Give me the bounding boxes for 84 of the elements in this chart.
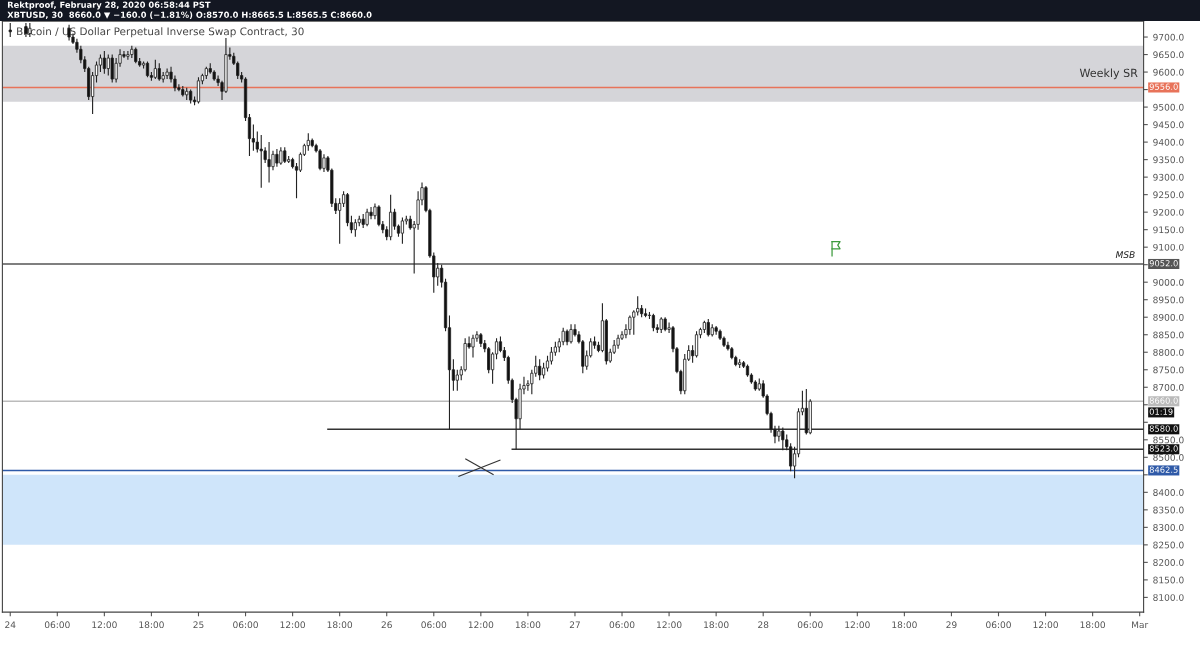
text: Rektproof, February 28, 2020 06:58:44 PST (7, 1, 211, 10)
y-tick-label: 8550.0 (1153, 436, 1184, 444)
y-tick-label: 8800.0 (1153, 348, 1184, 356)
y-tick-label: 9100.0 (1153, 243, 1184, 251)
x-tick-label: 06:00 (986, 621, 1011, 629)
x-tick-label: 18:00 (1080, 621, 1106, 629)
y-tick-label: 8150.0 (1153, 576, 1184, 584)
data-label: 8580.0 (1149, 425, 1178, 432)
y-tick-label: 9500.0 (1153, 103, 1184, 111)
y-tick-label: 8250.0 (1153, 541, 1184, 549)
x-tick-label: 24 (5, 621, 16, 628)
x-tick-label: 12:00 (657, 621, 682, 629)
x-tick-label: 29 (946, 621, 957, 629)
y-tick-label: 9200.0 (1153, 208, 1184, 216)
y-tick-label: 9000.0 (1153, 278, 1184, 286)
y-tick-label: 8500.0 (1153, 454, 1184, 461)
x-tick-label: 12:00 (468, 621, 494, 629)
candlestick (471, 334, 475, 359)
y-tick-label: 9650.0 (1153, 51, 1184, 59)
ref-line-label: 8462.5 (1149, 466, 1178, 473)
y-tick-label: 8700.0 (1153, 383, 1184, 391)
candlestick (102, 50, 106, 75)
x-tick-label: 06:00 (609, 621, 635, 629)
ref-line-label: 8660.0 (1149, 397, 1178, 404)
x-tick-label: 12:00 (280, 621, 306, 629)
y-tick-label: 8850.0 (1153, 331, 1184, 339)
y-tick-label: 8100.0 (1153, 594, 1184, 601)
y-tick-label: 9600.0 (1153, 68, 1184, 76)
candlestick (777, 425, 781, 443)
y-tick-label: 9350.0 (1153, 156, 1184, 164)
candlestick (106, 54, 110, 77)
x-tick-label: 18:00 (704, 621, 729, 629)
x-tick-label: 06:00 (233, 621, 258, 629)
y-tick-label: 9250.0 (1153, 191, 1184, 199)
candlestick (636, 295, 640, 317)
data-label: 8523.0 (1149, 445, 1178, 452)
candlestick (538, 358, 542, 381)
y-tick-label: 9150.0 (1153, 226, 1184, 234)
y-tick-label: 8350.0 (1153, 506, 1184, 514)
candlestick (126, 50, 130, 61)
annotation: MSB (1115, 251, 1135, 259)
candlestick (569, 323, 573, 345)
x-tick-label: 12:00 (1033, 621, 1058, 629)
x-tick-label: 18:00 (327, 621, 353, 629)
x-tick-label: 27 (569, 621, 580, 628)
chart-subtitle: XBTUSD, 30 8660.0 ▼ −160.0 (−1.81%) O:8570.0 H:8665.5 L:8565.5 C:8660.0 (7, 11, 372, 19)
candlestick (789, 442, 793, 472)
x-tick-label: 26 (381, 621, 392, 629)
y-tick-label: 8400.0 (1153, 489, 1184, 496)
x-tick-label: Mar (1132, 621, 1149, 629)
candlestick (400, 216, 404, 245)
y-tick-label: 8300.0 (1153, 524, 1184, 531)
band-label: Weekly SR (1079, 68, 1138, 80)
y-tick-label: 9700.0 (1153, 33, 1184, 41)
candlestick (110, 54, 114, 84)
y-tick-label: 9400.0 (1153, 138, 1184, 146)
y-tick-label: 8900.0 (1153, 313, 1184, 321)
candlestick (781, 426, 785, 451)
x-tick-label: 12:00 (92, 621, 117, 629)
candlestick (267, 141, 271, 183)
candlestick (338, 197, 342, 245)
y-tick-label: 9300.0 (1153, 173, 1184, 181)
candlestick (628, 314, 632, 336)
y-tick-label: 8750.0 (1153, 366, 1184, 374)
x-tick-label: 06:00 (797, 621, 823, 629)
x-tick-label: 12:00 (845, 621, 870, 629)
y-tick-label: 8200.0 (1153, 559, 1184, 566)
x-tick-label: 06:00 (44, 621, 70, 629)
ref-line-label: 9052.0 (1149, 260, 1178, 267)
text: 01:19 (1149, 408, 1173, 415)
x-tick-label: 06:00 (421, 621, 447, 629)
candlestick (455, 369, 459, 392)
y-tick-label: 9450.0 (1153, 121, 1184, 129)
candlestick (694, 330, 699, 359)
candlestick (318, 148, 322, 171)
candlestick (259, 134, 263, 189)
x-tick-label: 28 (758, 621, 769, 629)
candlestick (153, 59, 157, 80)
x-tick-label: 18:00 (515, 621, 541, 629)
y-tick-label: 8950.0 (1153, 296, 1184, 304)
x-tick-label: 18:00 (892, 621, 917, 629)
ref-line-label: 9556.0 (1149, 83, 1178, 90)
x-tick-label: 25 (193, 621, 204, 629)
x-tick-label: 18:00 (139, 621, 164, 629)
